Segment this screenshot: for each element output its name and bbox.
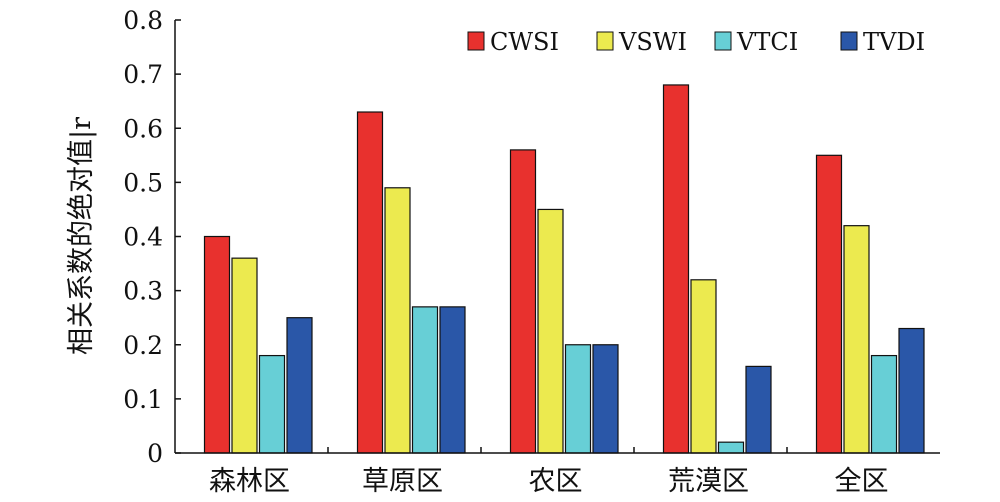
bar-cwsi-2 [509,149,537,454]
legend-label: CWSI [490,28,559,56]
y-tick-label: 0.1 [123,385,163,414]
y-axis-label: 相关系数的绝对值|r [66,117,97,355]
x-tick-label: 森林区 [209,466,290,497]
bar-vtci-3 [717,441,745,454]
y-tick-label: 0.3 [123,277,163,306]
bar-vtci-2 [564,344,592,454]
bar-tvdi-2 [592,344,619,454]
legend-swatch-cwsi [467,31,485,51]
bar-vtci-4 [870,354,898,454]
y-tick-label: 0.8 [123,6,163,35]
legend-label: VSWI [618,28,687,56]
y-tick-label: 0.5 [123,168,163,197]
legend-swatch-tvdi [840,31,858,51]
y-tick-label: 0 [147,439,163,468]
bar-vswi-2 [537,208,564,454]
legend-swatch-vswi [596,31,614,51]
y-tick-label: 0.2 [123,331,163,360]
bar-vswi-3 [690,279,717,454]
bar-cwsi-3 [662,84,690,454]
bar-vswi-0 [231,257,258,454]
bar-vswi-1 [384,187,411,454]
bar-tvdi-3 [745,365,772,454]
bar-vswi-4 [843,225,870,454]
legend-label: TVDI [863,28,925,56]
legend-swatch-vtci [714,31,732,51]
bar-tvdi-0 [286,317,313,454]
x-tick-label: 草原区 [362,466,443,497]
bar-cwsi-1 [356,111,384,454]
x-tick-label: 全区 [835,466,889,497]
bar-vtci-1 [411,306,439,454]
bar-cwsi-0 [203,235,231,454]
x-tick-label: 荒漠区 [668,466,749,497]
bar-vtci-0 [258,354,286,454]
bar-tvdi-4 [898,327,925,454]
x-tick-label: 农区 [529,466,583,497]
y-tick-label: 0.4 [123,223,163,252]
bar-tvdi-1 [439,306,466,454]
bar-cwsi-4 [815,154,843,454]
legend-label: VTCI [736,28,798,56]
y-tick-label: 0.6 [123,114,163,143]
y-tick-label: 0.7 [123,60,163,89]
